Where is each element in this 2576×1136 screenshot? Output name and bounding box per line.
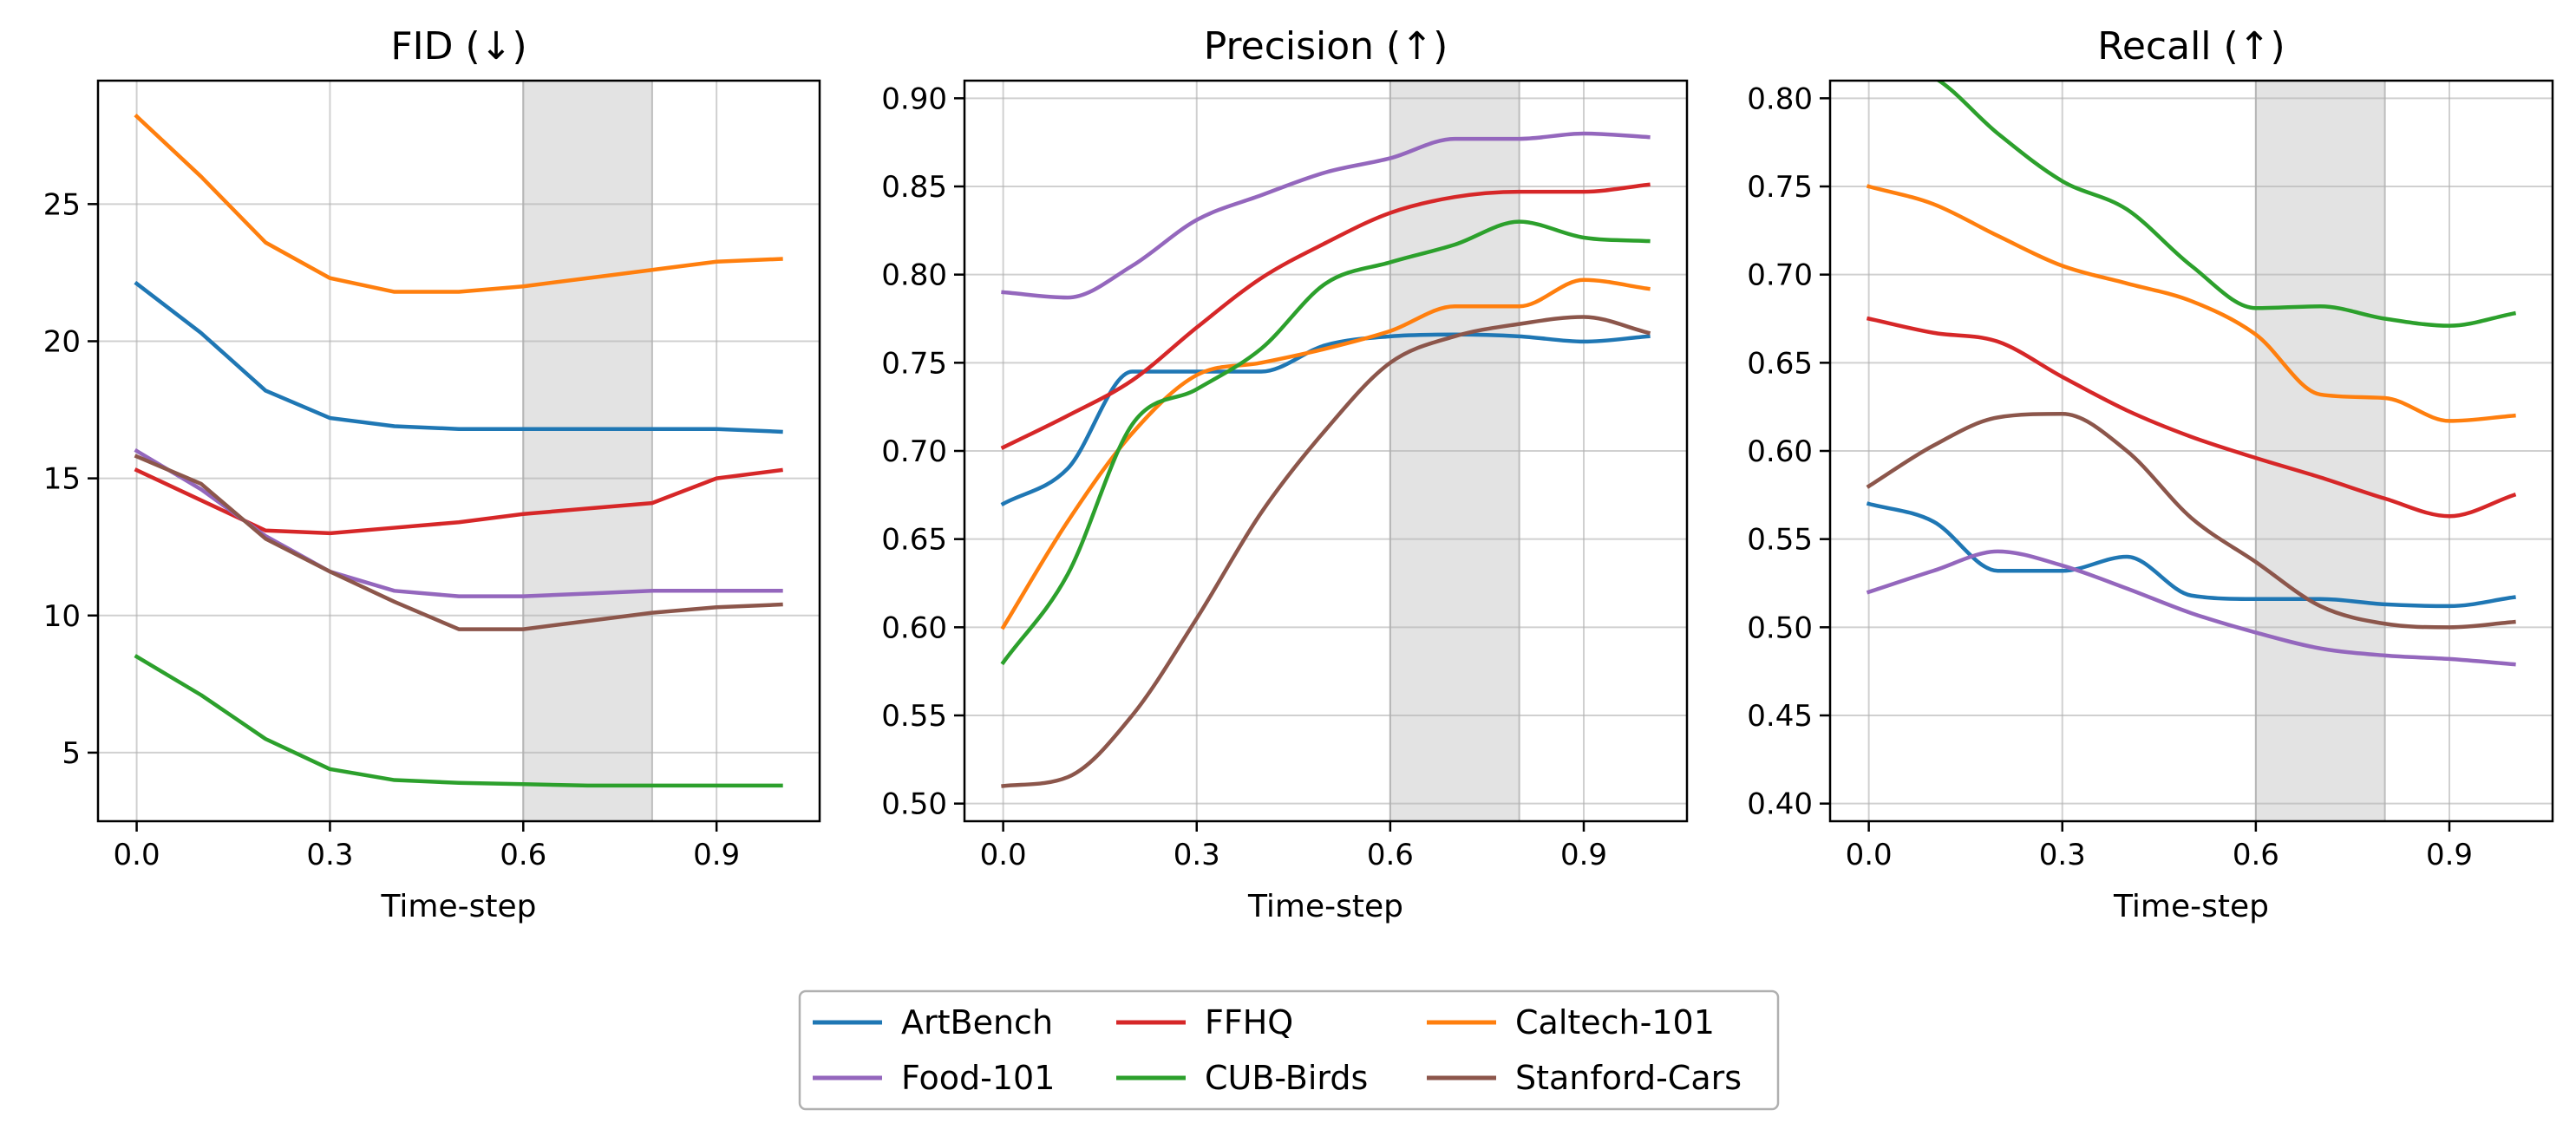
x-tick-label: 0.6 [2233, 838, 2279, 872]
x-tick-label: 0.9 [693, 838, 740, 872]
y-tick-label: 0.60 [1747, 434, 1813, 469]
series-line-cub-birds [134, 654, 783, 788]
legend-label: CUB-Birds [1205, 1059, 1368, 1097]
x-tick-label: 0.6 [500, 838, 546, 872]
panel-precision: 0.0 0.3 0.6 0.9 0.50 0.55 0.60 0.65 0.70 0.75 0.80… [881, 24, 1689, 924]
y-tick-label: 0.80 [881, 258, 947, 293]
legend-label: FFHQ [1205, 1003, 1293, 1041]
series-line-food-101 [1001, 131, 1651, 300]
panel-title: FID (↓) [390, 24, 526, 69]
x-tick-label: 0.6 [1367, 838, 1414, 872]
y-tick-label: 0.70 [881, 434, 947, 469]
legend-label: Caltech-101 [1515, 1003, 1715, 1041]
series-line-ffhq [1866, 316, 2517, 519]
series-line-ffhq [134, 467, 783, 536]
y-tick-label: 0.60 [881, 610, 947, 645]
series-line-stanford-cars [134, 454, 783, 631]
legend-label: Stanford-Cars [1515, 1059, 1742, 1097]
legend: ArtBench FFHQ Caltech-101 Food-101 CUB-Birds… [798, 989, 1780, 1111]
legend-item-stanford-cars: Stanford-Cars [1427, 1059, 1742, 1097]
x-tick-label: 0.0 [1846, 838, 1893, 872]
y-tick-label: 0.50 [881, 787, 947, 822]
legend-item-food-101: Food-101 [813, 1059, 1055, 1097]
legend-label: ArtBench [901, 1003, 1053, 1041]
shaded-region [523, 81, 652, 821]
y-tick-label: 0.40 [1747, 787, 1813, 822]
series-line-caltech-101 [1000, 277, 1651, 630]
y-tick-label: 0.45 [1747, 699, 1813, 734]
y-tick-label: 15 [43, 462, 81, 497]
y-tick-label: 5 [62, 736, 81, 771]
y-tick-label: 0.50 [1747, 610, 1813, 645]
y-tick-label: 0.55 [1747, 523, 1813, 558]
series-line-stanford-cars [1866, 412, 2516, 630]
series-line-food-101 [1866, 549, 2516, 667]
legend-label: Food-101 [901, 1059, 1055, 1097]
y-tick-label: 25 [43, 187, 81, 222]
x-tick-label: 0.9 [1560, 838, 1607, 872]
series-line-caltech-101 [1866, 184, 2516, 423]
panel-recall: 0.0 0.3 0.6 0.9 0.40 0.45 0.50 0.55 0.60 0.65 0.70… [1747, 24, 2554, 924]
x-tick-label: 0.3 [1174, 838, 1220, 872]
series-line-cub-birds [1000, 219, 1651, 666]
series-line-cub-birds [1935, 81, 2517, 328]
x-tick-label: 0.3 [2039, 838, 2086, 872]
y-tick-label: 0.85 [881, 170, 947, 205]
y-tick-label: 20 [43, 324, 81, 359]
legend-frame [798, 989, 1780, 1111]
y-tick-label: 0.75 [1747, 170, 1813, 205]
x-axis-label: Time-step [381, 889, 537, 924]
y-tick-label: 0.70 [1747, 258, 1813, 293]
x-tick-label: 0.3 [306, 838, 353, 872]
series-line-ffhq [1000, 182, 1651, 450]
panel-fid: 0.0 0.3 0.6 0.9 5 10 15 20 25 Time-step FID (↓) [43, 24, 821, 924]
x-tick-label: 0.0 [980, 838, 1027, 872]
panel-title: Recall (↑) [2097, 24, 2285, 69]
x-tick-label: 0.0 [114, 838, 160, 872]
y-tick-label: 0.65 [881, 523, 947, 558]
y-tick-label: 0.75 [881, 346, 947, 381]
x-axis-label: Time-step [1247, 889, 1403, 924]
series-line-stanford-cars [1001, 315, 1651, 788]
legend-item-caltech-101: Caltech-101 [1427, 1003, 1715, 1041]
series-line-artbench [1000, 332, 1651, 507]
legend-item-cub-birds: CUB-Birds [1116, 1059, 1368, 1097]
y-tick-label: 0.80 [1747, 82, 1813, 116]
x-tick-label: 0.9 [2426, 838, 2473, 872]
y-tick-label: 0.55 [881, 699, 947, 734]
plot-frame [96, 79, 821, 823]
panel-title: Precision (↑) [1204, 24, 1448, 69]
series-line-caltech-101 [134, 113, 783, 294]
y-tick-label: 10 [43, 599, 81, 634]
y-tick-label: 0.65 [1747, 346, 1813, 381]
legend-item-ffhq: FFHQ [1116, 1003, 1293, 1041]
series-line-artbench [134, 280, 783, 434]
x-axis-label: Time-step [2113, 889, 2269, 924]
y-tick-label: 0.90 [881, 82, 947, 116]
legend-item-artbench: ArtBench [813, 1003, 1053, 1041]
